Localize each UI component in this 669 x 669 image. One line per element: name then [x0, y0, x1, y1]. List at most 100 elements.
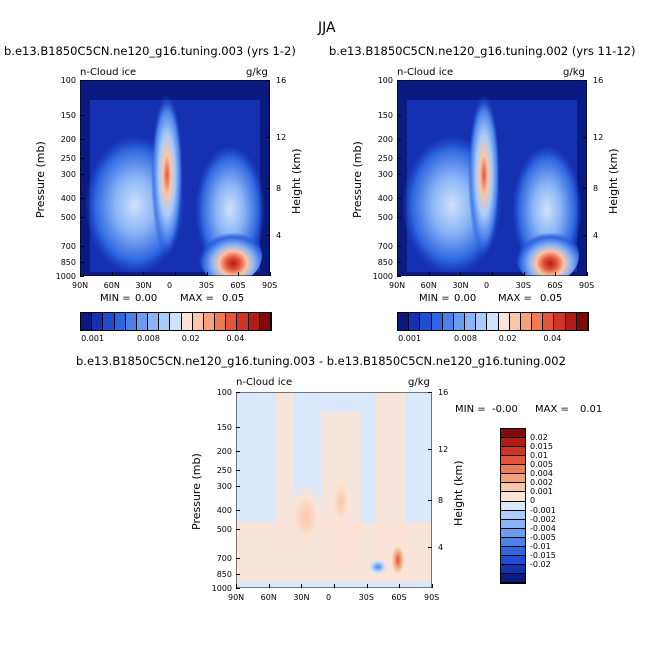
panel1-height-tick — [266, 188, 270, 190]
panel2-pressure-tick-label: 300 — [377, 169, 393, 179]
panel1-lat-tick — [143, 272, 145, 276]
panel3-colorbar-label: 0.02 — [530, 433, 548, 443]
panel3-lat-tick — [236, 584, 237, 588]
panel3-pressure-tick-label: 200 — [216, 447, 232, 456]
panel1-height-tick — [266, 80, 270, 81]
panel3-colorbar-label: -0.004 — [530, 523, 556, 533]
colorbar-swatch — [565, 313, 577, 330]
panel1-height-tick-label: 12 — [276, 132, 287, 142]
panel2-lat-tick — [587, 272, 588, 276]
colorbar-swatch — [501, 438, 525, 448]
panel3-max-label: MAX = — [535, 404, 569, 415]
panel1-pressure-tick — [80, 114, 84, 116]
colorbar-swatch — [159, 313, 171, 330]
colorbar-swatch — [192, 313, 204, 330]
panel2-lat-tick-label: 30N — [452, 281, 469, 290]
colorbar-swatch — [226, 313, 238, 330]
panel3-colorbar-label: -0.005 — [530, 532, 556, 542]
colorbar-swatch — [81, 313, 93, 330]
panel1-pressure-tick-label: 850 — [60, 258, 76, 268]
panel3-title: b.e13.B1850C5CN.ne120_g16.tuning.003 - b… — [76, 354, 566, 368]
panel2-ylabel-right: Height (km) — [607, 148, 620, 214]
panel2-contour-plot — [397, 80, 587, 276]
panel3-lat-tick — [432, 584, 433, 588]
colorbar-swatch — [501, 519, 525, 529]
panel3-height-tick — [428, 546, 432, 548]
panel2-lat-tick — [428, 272, 430, 276]
panel1-pressure-tick — [80, 276, 84, 277]
panel3-colorbar-label: -0.015 — [530, 550, 556, 560]
panel3-lat-tick — [399, 584, 401, 588]
panel3-colorbar — [500, 428, 526, 584]
panel2-colorbar-label: 0.02 — [498, 334, 517, 343]
colorbar-swatch — [181, 313, 193, 330]
panel1-pressure-tick-label: 150 — [60, 110, 76, 120]
colorbar-swatch — [501, 465, 525, 475]
colorbar-swatch — [501, 555, 525, 565]
colorbar-swatch — [501, 492, 525, 502]
panel2-height-tick — [583, 188, 587, 190]
panel3-contour-plot — [236, 392, 432, 588]
panel2-ylabel-left: Pressure (mb) — [351, 141, 364, 218]
panel1-lat-tick — [238, 272, 240, 276]
colorbar-swatch — [398, 313, 410, 330]
colorbar-swatch — [476, 313, 488, 330]
colorbar-swatch — [501, 501, 525, 511]
panel1-pressure-tick — [80, 262, 84, 264]
panel1-min-label: MIN = — [100, 293, 131, 304]
colorbar-swatch — [501, 429, 525, 439]
panel3-units: g/kg — [408, 377, 430, 388]
panel1-title: b.e13.B1850C5CN.ne120_g16.tuning.003 (yr… — [4, 44, 296, 58]
panel2-pressure-tick-label: 150 — [377, 110, 393, 120]
panel2-pressure-tick — [397, 114, 401, 116]
panel1-pressure-tick-label: 700 — [60, 241, 76, 251]
panel3-lat-tick-label: 90N — [228, 593, 245, 602]
colorbar-swatch — [409, 313, 421, 330]
panel3-max-value: 0.01 — [580, 404, 603, 415]
panel3-colorbar-label: 0.015 — [530, 442, 553, 452]
panel3-pressure-tick — [236, 588, 240, 589]
colorbar-swatch — [501, 447, 525, 457]
panel2-max-label: MAX = — [498, 293, 532, 304]
panel1-lat-tick-label: 30N — [135, 281, 152, 290]
panel2-pressure-tick — [397, 157, 401, 159]
colorbar-swatch — [509, 313, 521, 330]
panel2-pressure-tick-label: 100 — [377, 76, 393, 85]
panel1-ylabel-right: Height (km) — [290, 148, 303, 214]
panel2-pressure-tick — [397, 173, 401, 175]
colorbar-swatch — [501, 456, 525, 466]
panel1-height-tick-label: 4 — [276, 230, 282, 240]
panel1-pressure-tick-label: 250 — [60, 153, 76, 163]
panel1-lat-tick — [175, 272, 176, 276]
panel3-height-tick-label: 4 — [438, 542, 444, 552]
panel3-lat-tick-label: 30S — [358, 593, 374, 602]
panel3-height-tick — [428, 500, 432, 502]
colorbar-swatch — [148, 313, 160, 330]
colorbar-swatch — [532, 313, 544, 330]
panel2-pressure-tick-label: 250 — [377, 153, 393, 163]
colorbar-swatch — [215, 313, 227, 330]
panel2-pressure-tick — [397, 80, 401, 81]
panel3-height-tick-label: 12 — [438, 444, 449, 454]
panel3-pressure-tick — [236, 510, 240, 511]
panel1-colorbar-label: 0.008 — [137, 334, 160, 343]
panel1-height-tick — [266, 136, 270, 138]
panel2-pressure-tick — [397, 198, 401, 199]
colorbar-swatch — [520, 313, 533, 330]
colorbar-swatch — [259, 313, 271, 330]
panel3-pressure-tick — [236, 469, 240, 471]
colorbar-swatch — [248, 313, 260, 330]
panel3-pressure-tick — [236, 557, 240, 559]
panel3-colorbar-label: 0 — [530, 496, 536, 506]
panel2-max-value: 0.05 — [540, 293, 563, 304]
colorbar-swatch — [465, 313, 477, 330]
colorbar-swatch — [125, 313, 137, 330]
panel3-colorbar-label: 0.005 — [530, 460, 553, 470]
colorbar-swatch — [501, 474, 525, 484]
panel2-colorbar-label: 0.008 — [454, 334, 477, 343]
panel1-lat-tick-label: 30S — [198, 281, 214, 290]
panel1-pressure-tick — [80, 139, 84, 140]
panel3-pressure-tick-label: 150 — [216, 422, 232, 432]
colorbar-swatch — [442, 313, 454, 330]
colorbar-swatch — [420, 313, 432, 330]
